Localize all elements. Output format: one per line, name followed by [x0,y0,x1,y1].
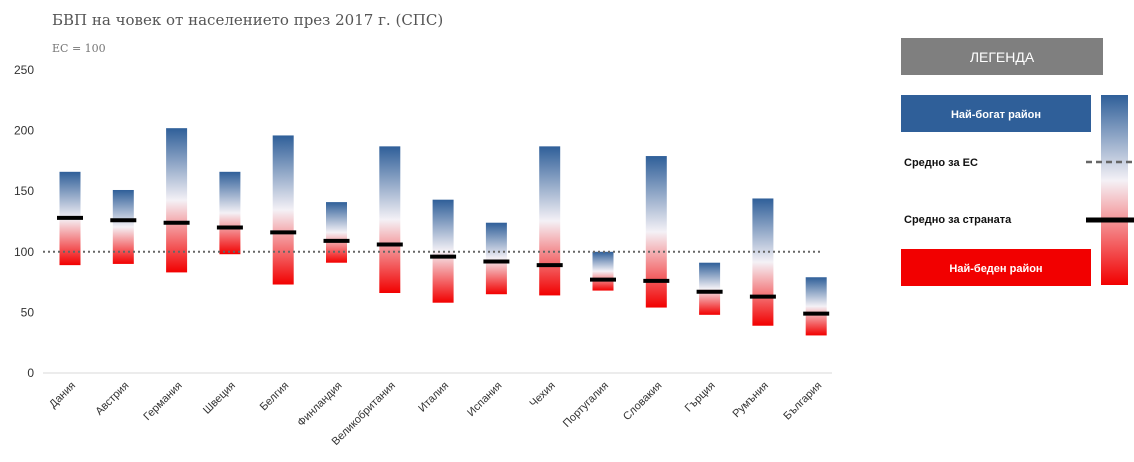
range-bar [485,222,507,295]
category-label: Швеция [201,380,238,417]
y-tick-label: 100 [14,245,34,259]
legend-gradient-bar [1101,95,1128,285]
y-tick-label: 150 [14,184,34,198]
range-bar [326,202,347,263]
y-tick-label: 0 [27,366,34,380]
category-label: Австрия [93,380,131,418]
category-labels: Дания Австрия Германия Швеция Белгия Финланди… [47,380,824,448]
range-bar [219,171,241,255]
legend-poor-box [901,249,1091,286]
legend-rich-label: Най-богат район [951,109,1041,121]
category-label: Германия [141,380,184,423]
category-label: Белгия [258,380,292,414]
range-bar [699,262,721,315]
category-label: Португалия [561,380,611,430]
range-bar [272,135,294,285]
y-tick-label: 50 [21,305,35,319]
legend: ЛЕГЕНДА Най-богат район Средно за ЕС Сре… [901,38,1134,286]
category-label: Румъния [730,380,771,421]
legend-rich-box [901,95,1091,132]
category-label: Чехия [528,380,558,410]
category-label: България [781,380,824,423]
legend-country-avg-label: Средно за страната [904,214,1012,226]
chart-subtitle: ЕС = 100 [52,42,106,55]
bars [57,128,830,336]
chart-title: БВП на човек от населението през 2017 г.… [52,11,443,29]
range-bar [539,146,561,296]
range-bar [592,251,614,291]
range-bar [112,189,134,264]
range-bar [805,277,827,336]
category-label: Финландия [295,380,344,429]
y-axis: 0 50 100 150 200 250 [14,63,832,380]
legend-eu-avg-label: Средно за ЕС [904,157,978,169]
range-bar [379,146,401,294]
category-label: Испания [465,380,504,419]
range-bar [645,156,667,308]
category-label: Гърция [683,380,718,415]
y-tick-label: 250 [14,63,34,77]
legend-poor-label: Най-беден район [949,263,1042,275]
legend-header [901,38,1103,75]
legend-header-label: ЛЕГЕНДА [970,49,1035,65]
y-tick-label: 200 [14,124,34,138]
range-bar [166,128,188,273]
range-bar [752,198,774,326]
category-label: Словакия [621,380,664,423]
category-label: Дания [47,380,78,411]
category-label: Италия [416,380,451,415]
